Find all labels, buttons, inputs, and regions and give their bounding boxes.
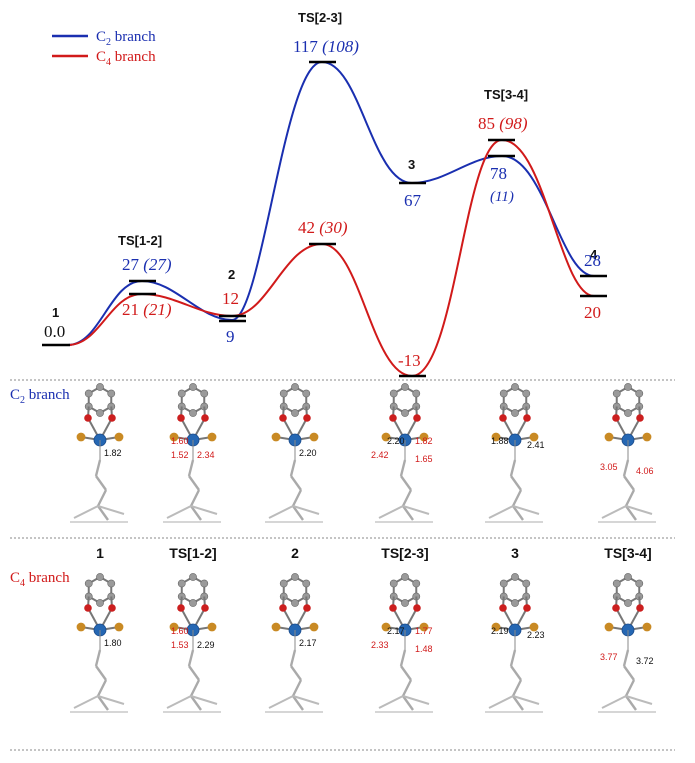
- c4-structure-1: 1.60 1.53 2.29: [163, 573, 221, 713]
- c4-bond-label: 1.48: [415, 644, 433, 654]
- column-label-ts34: TS[3-4]: [604, 545, 651, 561]
- value-ts23-c2: 117 (108): [293, 37, 359, 56]
- state-name-3: 3: [408, 157, 415, 172]
- c2-bond-label: 1.82: [415, 436, 433, 446]
- state-names: 1 TS[1-2] 2 TS[2-3] 3 TS[3-4] 4: [52, 10, 598, 320]
- c2-bond-label: 3.05: [600, 462, 618, 472]
- c2-structure-3: 2.20 1.82 2.42 1.65: [371, 383, 433, 523]
- c2-bond-label: 2.20: [387, 436, 405, 446]
- energy-values: 0.0 27 (27) 21 (21) 12 9 117 (108) 42 (3…: [44, 37, 601, 370]
- column-label-3: 3: [511, 545, 519, 561]
- state-name-ts23: TS[2-3]: [298, 10, 342, 25]
- c2-bond-label: 2.20: [299, 448, 317, 458]
- c4-row-label: C4 branch: [10, 570, 70, 589]
- value-4-c4: 20: [584, 303, 601, 322]
- state-name-4: 4: [590, 247, 598, 262]
- c4-bond-label: 2.33: [371, 640, 389, 650]
- c4-bond-label: 1.77: [415, 626, 433, 636]
- value-ts34-c2: 78: [490, 164, 507, 183]
- value-3-c4: -13: [398, 351, 421, 370]
- state-name-ts12: TS[1-2]: [118, 233, 162, 248]
- column-label-2: 2: [291, 545, 299, 561]
- c4-bond-label: 3.77: [600, 652, 618, 662]
- value-2-c2: 9: [226, 327, 235, 346]
- c2-row-label: C2 branch: [10, 387, 70, 406]
- c4-bond-label: 2.23: [527, 630, 545, 640]
- c4-structure-3: 2.17 1.77 2.33 1.48: [371, 573, 433, 713]
- value-ts34-c2-paren: (11): [490, 189, 514, 205]
- legend-c2-label: C2 branch: [96, 29, 156, 48]
- c2-bond-label: 1.52: [171, 450, 189, 460]
- energy-levels: [42, 60, 607, 378]
- value-ts12-c4: 21 (21): [122, 300, 172, 319]
- c4-bond-label: 2.19: [491, 626, 509, 636]
- value-2-c4: 12: [222, 289, 239, 308]
- c2-bond-label: 1.65: [415, 454, 433, 464]
- c4-structure-0: 1.80: [70, 573, 128, 713]
- c4-bond-label: 2.17: [387, 626, 405, 636]
- c2-bond-label: 2.41: [527, 440, 545, 450]
- value-3-c2: 67: [404, 191, 422, 210]
- c4-bond-label: 1.53: [171, 640, 189, 650]
- c2-bond-label: 1.60: [171, 436, 189, 446]
- c4-structures: 1.80 1.60 1.53 2.29 2.17 2.17 1.77 2.33 1.48 2.19…: [70, 573, 656, 713]
- value-4-c2: 28: [584, 251, 601, 270]
- c4-branch-curve: [67, 138, 595, 378]
- c2-structure-0: 1.82: [70, 383, 128, 523]
- legend: C2 branch C4 branch: [52, 29, 156, 68]
- c4-bond-label: 1.60: [171, 626, 189, 636]
- c4-structure-4: 2.19 2.23: [485, 573, 545, 713]
- c4-bond-label: 2.17: [299, 638, 317, 648]
- value-1: 0.0: [44, 322, 65, 341]
- c4-bond-label: 3.72: [636, 656, 654, 666]
- value-ts23-c4: 42 (30): [298, 218, 348, 237]
- c2-bond-label: 2.34: [197, 450, 215, 460]
- c2-structures: 1.82 1.60 1.52 2.34 2.20 2.20 1.82 2.42 1.65 1.88…: [70, 383, 656, 523]
- c4-structure-2: 2.17: [265, 573, 323, 713]
- c4-structure-5: 3.77 3.72: [598, 573, 656, 713]
- c4-bond-label: 1.80: [104, 638, 122, 648]
- state-name-2: 2: [228, 267, 235, 282]
- c2-structure-5: 3.05 4.06: [598, 383, 656, 523]
- value-ts12-c2: 27 (27): [122, 255, 172, 274]
- column-label-ts12: TS[1-2]: [169, 545, 216, 561]
- c4-bond-label: 2.29: [197, 640, 215, 650]
- c2-structure-1: 1.60 1.52 2.34: [163, 383, 221, 523]
- c2-structure-4: 1.88 2.41: [485, 383, 545, 523]
- column-label-ts23: TS[2-3]: [381, 545, 428, 561]
- c2-bond-label: 4.06: [636, 466, 654, 476]
- c2-structure-2: 2.20: [265, 383, 323, 523]
- structure-column-labels: 1 TS[1-2] 2 TS[2-3] 3 TS[3-4]: [96, 545, 652, 561]
- value-ts34-c4: 85 (98): [478, 114, 528, 133]
- c2-bond-label: 1.88: [491, 436, 509, 446]
- legend-c4-label: C4 branch: [96, 49, 156, 68]
- column-label-1: 1: [96, 545, 104, 561]
- c2-bond-label: 2.42: [371, 450, 389, 460]
- state-name-1: 1: [52, 305, 59, 320]
- c2-bond-label: 1.82: [104, 448, 122, 458]
- state-name-ts34: TS[3-4]: [484, 87, 528, 102]
